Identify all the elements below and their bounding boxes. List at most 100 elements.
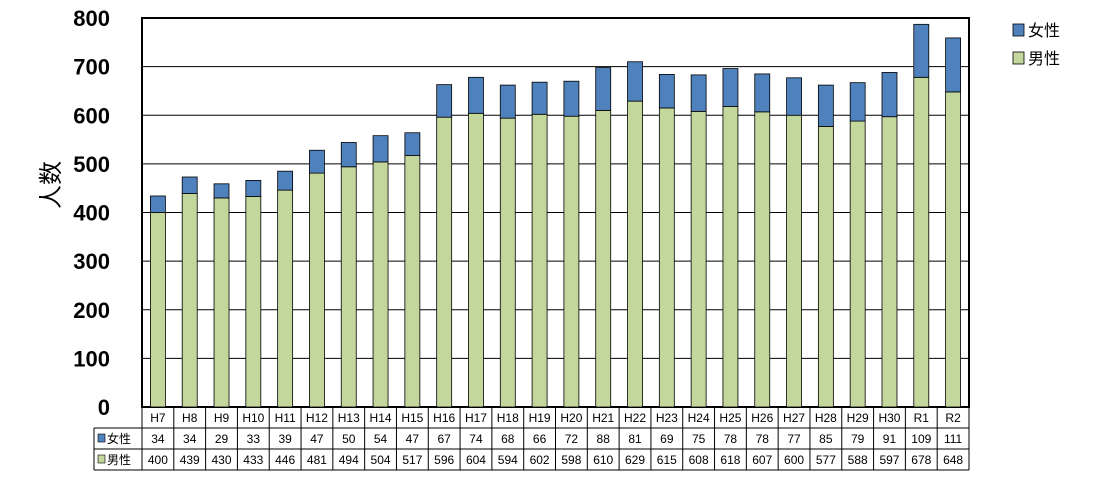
table-cell: 78 xyxy=(756,432,770,446)
bar-segment xyxy=(563,115,580,408)
table-cell: 81 xyxy=(628,432,642,446)
data-table: H7 H8 H9 H10 H11 H12 H13 H14 H15 H16 H17 H18 H19 H20 H… xyxy=(93,407,970,471)
x-tick-label: H11 xyxy=(275,411,296,425)
x-tick-label: H15 xyxy=(401,411,423,425)
table-cell: 77 xyxy=(787,432,801,446)
table-cell: 33 xyxy=(247,432,261,446)
table-cell: 678 xyxy=(911,453,931,467)
table-cell: 74 xyxy=(469,432,483,446)
bar-segment xyxy=(817,84,834,127)
y-tick-label: 200 xyxy=(73,298,110,323)
table-cell: 648 xyxy=(943,453,963,467)
x-tick-label: H23 xyxy=(656,411,678,425)
table-cell: 629 xyxy=(625,453,645,467)
table-legend-key xyxy=(97,433,106,443)
bar-segment xyxy=(595,109,612,408)
x-tick-label: R1 xyxy=(914,411,930,425)
table-cell: 78 xyxy=(724,432,738,446)
table-legend-key xyxy=(97,454,106,464)
bar-segment xyxy=(786,114,802,408)
x-tick-label: H26 xyxy=(751,411,773,425)
x-tick-label: H8 xyxy=(182,411,198,425)
table-series-name: 男性 xyxy=(107,453,131,467)
bar-segment xyxy=(372,135,389,163)
x-tick-label: H10 xyxy=(242,411,264,425)
bar-segment xyxy=(817,126,834,408)
table-cell: 50 xyxy=(342,432,356,446)
bar-segment xyxy=(404,132,421,157)
table-cell: 439 xyxy=(180,453,200,467)
table-cell: 588 xyxy=(848,453,868,467)
table-cell: 602 xyxy=(530,453,550,467)
table-cell: 34 xyxy=(151,432,165,446)
x-tick-label: H22 xyxy=(624,411,646,425)
bar-segment xyxy=(340,142,357,168)
bar-segment xyxy=(722,106,739,408)
bar-segment xyxy=(372,161,389,408)
x-tick-label: H25 xyxy=(719,411,741,425)
x-tick-label: H28 xyxy=(815,411,837,425)
table-series-name: 女性 xyxy=(107,431,131,446)
table-cell: 88 xyxy=(597,432,611,446)
legend-swatch xyxy=(1012,51,1025,65)
bar-segment xyxy=(213,197,230,408)
x-tick-label: H24 xyxy=(688,411,710,425)
table-cell: 618 xyxy=(720,453,740,467)
table-cell: 494 xyxy=(339,453,359,467)
y-axis-ticks: 0 100 200 300 400 500 600 700 800 xyxy=(73,6,110,420)
x-tick-label: R2 xyxy=(945,411,961,425)
x-tick-label: H9 xyxy=(214,411,230,425)
table-cell: 608 xyxy=(689,453,709,467)
x-tick-label: H30 xyxy=(878,411,900,425)
bar-segment xyxy=(245,196,262,408)
bar-segment xyxy=(849,120,866,408)
bar-segment xyxy=(499,84,516,119)
table-cell: 69 xyxy=(660,432,674,446)
table-cell: 67 xyxy=(437,432,451,446)
table-cell: 66 xyxy=(533,432,547,446)
y-tick-label: 400 xyxy=(73,201,110,226)
bar-segment xyxy=(468,76,484,114)
table-cell: 72 xyxy=(565,432,579,446)
table-cell: 400 xyxy=(148,453,168,467)
bar-segment xyxy=(881,116,898,408)
bar-segment xyxy=(563,80,580,117)
x-tick-label: H14 xyxy=(370,411,392,425)
bars xyxy=(150,23,961,408)
table-cell: 34 xyxy=(183,432,197,446)
bar-segment xyxy=(468,112,484,408)
x-tick-label: H16 xyxy=(433,411,455,425)
table-cell: 75 xyxy=(692,432,706,446)
bar-segment xyxy=(277,189,294,408)
table-cell: 604 xyxy=(466,453,486,467)
legend-label: 男性 xyxy=(1028,49,1060,68)
y-tick-label: 800 xyxy=(73,6,110,31)
x-tick-label: H18 xyxy=(497,411,519,425)
x-tick-label: H20 xyxy=(560,411,582,425)
y-tick-label: 0 xyxy=(98,395,110,420)
table-cell: 596 xyxy=(434,453,454,467)
table-cell: 47 xyxy=(406,432,420,446)
table-cell: 600 xyxy=(784,453,804,467)
bar-segment xyxy=(245,180,262,197)
bar-segment xyxy=(658,107,675,408)
table-cell: 597 xyxy=(879,453,899,467)
y-tick-label: 100 xyxy=(73,346,110,371)
bar-segment xyxy=(690,110,707,408)
table-cell: 29 xyxy=(215,432,229,446)
x-tick-label: H7 xyxy=(150,411,166,425)
bar-segment xyxy=(340,166,357,408)
table-cell: 610 xyxy=(593,453,613,467)
bar-segment xyxy=(404,155,421,408)
bar-segment xyxy=(309,172,325,408)
bar-segment xyxy=(913,76,930,408)
bar-segment xyxy=(849,82,866,122)
table-cell: 607 xyxy=(752,453,772,467)
x-tick-label: H21 xyxy=(592,411,614,425)
bar-segment xyxy=(754,73,771,113)
table-cell: 47 xyxy=(310,432,324,446)
bar-segment xyxy=(531,81,548,115)
bar-segment xyxy=(531,113,548,408)
bar-segment xyxy=(722,68,739,107)
table-cell: 91 xyxy=(883,432,897,446)
